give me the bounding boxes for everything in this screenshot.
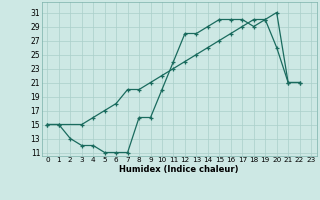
X-axis label: Humidex (Indice chaleur): Humidex (Indice chaleur) — [119, 165, 239, 174]
